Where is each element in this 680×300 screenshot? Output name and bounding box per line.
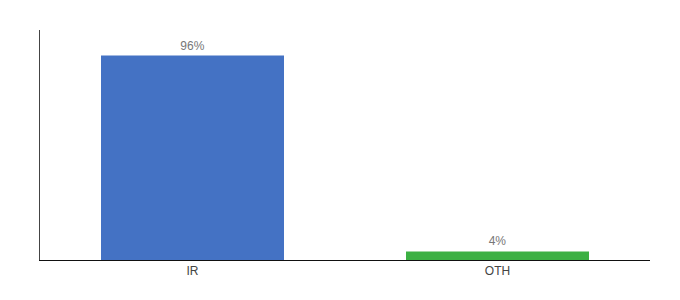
svg-text:OTH: OTH — [485, 264, 510, 278]
svg-text:IR: IR — [187, 264, 199, 278]
svg-text:4%: 4% — [489, 234, 507, 248]
svg-text:96%: 96% — [180, 39, 204, 53]
